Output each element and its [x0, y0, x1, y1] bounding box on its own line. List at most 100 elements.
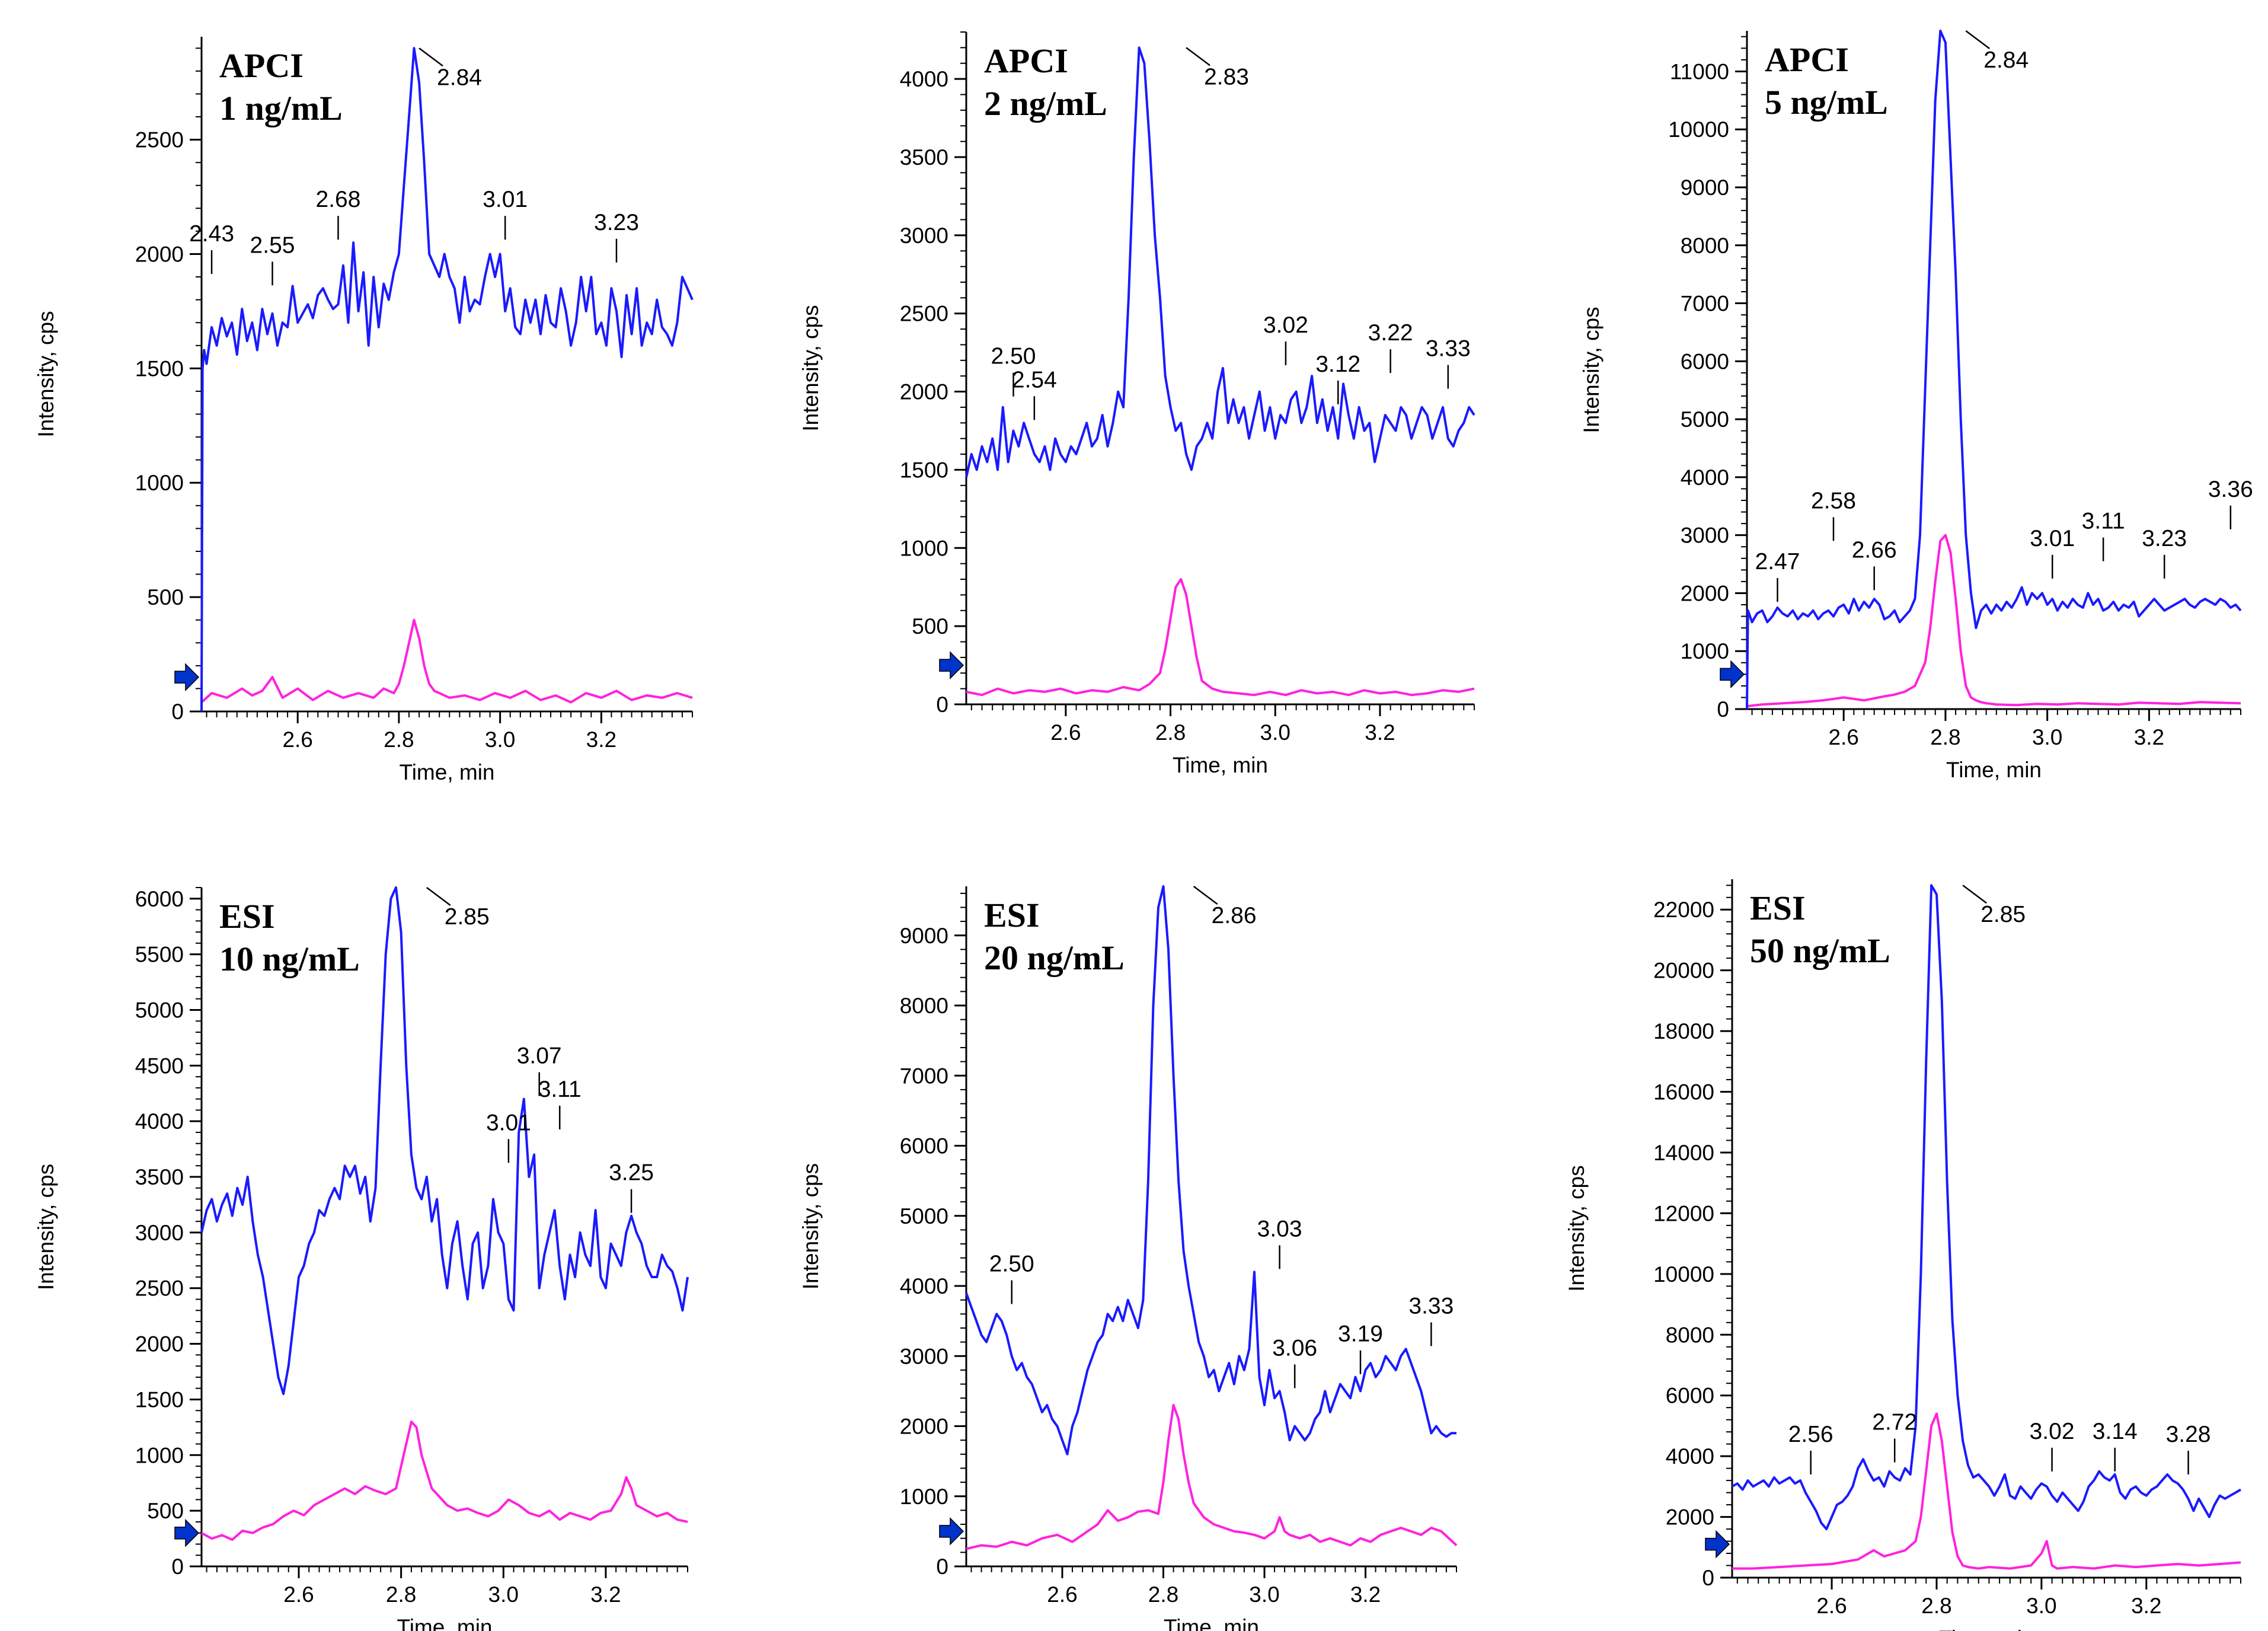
y-tick-label: 1500: [135, 356, 184, 381]
panel-title-line: ESI: [219, 897, 275, 936]
peak-label: 2.58: [1811, 488, 1856, 513]
peak-label: 2.56: [1788, 1422, 1833, 1447]
y-tick-label: 4000: [900, 1274, 948, 1298]
y-tick-label: 3500: [135, 1165, 184, 1189]
x-tick-label: 2.8: [384, 727, 414, 752]
peak-label: 2.68: [316, 187, 361, 212]
panel-title-line: 50 ng/mL: [1750, 931, 1890, 970]
peak-label: 2.83: [1204, 64, 1249, 90]
y-tick-label: 3000: [135, 1221, 184, 1245]
x-tick-label: 3.0: [1249, 1582, 1279, 1607]
y-tick-label: 8000: [1681, 234, 1729, 258]
x-tick-label: 2.8: [1148, 1582, 1178, 1607]
baseline-arrow-icon: [1720, 660, 1745, 689]
peak-label: 3.01: [483, 187, 528, 212]
y-axis-title: Intensity, cps: [798, 1163, 823, 1290]
peak-label-leader: [1962, 885, 1987, 904]
baseline-arrow-icon: [174, 663, 200, 691]
x-axis-title: Time, min: [1173, 753, 1268, 777]
x-tick-label: 3.0: [2032, 725, 2062, 749]
x-tick-label: 2.6: [1047, 1582, 1077, 1607]
panel-title-line: ESI: [984, 896, 1040, 934]
y-tick-label: 1000: [1681, 639, 1729, 663]
peak-label: 2.50: [989, 1251, 1034, 1276]
chart-panel-4: 0 500 1000 1500 2000 2500 3000 3500 4000 4500 5000…: [34, 886, 689, 1631]
peak-label: 3.23: [2142, 526, 2187, 551]
series-line-primary: [965, 46, 1475, 478]
peak-label-leader: [419, 47, 443, 67]
y-tick-label: 7000: [1681, 292, 1729, 316]
series-line-primary: [1731, 884, 2242, 1531]
y-axis-title: Intensity, cps: [1564, 1165, 1589, 1291]
peak-label: 3.06: [1272, 1335, 1317, 1361]
peak-label: 3.19: [1338, 1322, 1383, 1347]
x-tick-label: 3.0: [485, 727, 515, 752]
y-tick-label: 6000: [1666, 1384, 1714, 1408]
peak-label: 3.23: [594, 210, 639, 235]
series-line-secondary: [966, 578, 1475, 697]
y-tick-label: 4000: [1681, 465, 1729, 490]
y-tick-label: 6000: [1681, 349, 1729, 374]
y-tick-label: 2500: [135, 128, 184, 152]
y-axis-title: Intensity, cps: [798, 305, 823, 431]
peak-label: 3.02: [2030, 1419, 2075, 1444]
x-tick-label: 3.2: [590, 1582, 621, 1607]
peak-label: 3.02: [1263, 312, 1308, 338]
baseline-arrow-icon: [939, 651, 964, 679]
x-tick-label: 3.2: [2134, 725, 2164, 749]
y-tick-label: 3000: [900, 224, 948, 248]
panel-title-line: 10 ng/mL: [219, 940, 360, 978]
series-line-primary: [965, 885, 1456, 1456]
x-tick-label: 2.6: [282, 727, 312, 752]
y-tick-label: 2500: [900, 302, 948, 326]
peak-label: 2.55: [250, 232, 295, 258]
x-axis-title: Time, min: [399, 760, 494, 784]
y-tick-label: 10000: [1668, 117, 1729, 142]
y-tick-label: 3000: [900, 1344, 948, 1368]
peak-label: 3.25: [609, 1160, 654, 1186]
chart-panel-2: 0 500 1000 1500 2000 2500 3000 3500 4000 2.6 2.8 3.…: [798, 31, 1475, 777]
y-tick-label: 7000: [900, 1064, 948, 1088]
peak-label: 2.66: [1852, 537, 1897, 563]
series-line-secondary: [201, 1421, 688, 1541]
y-tick-label: 2000: [1681, 581, 1729, 605]
peak-label: 2.50: [991, 344, 1036, 369]
peak-label: 3.33: [1408, 1293, 1454, 1319]
baseline-arrow-icon: [939, 1517, 964, 1546]
y-tick-label: 1000: [900, 1485, 948, 1509]
x-tick-label: 3.0: [488, 1582, 519, 1607]
x-tick-label: 2.8: [1930, 725, 1960, 749]
panel-title-line: 20 ng/mL: [984, 939, 1125, 977]
y-tick-label: 1500: [135, 1387, 184, 1412]
x-axis-title: Time, min: [1938, 1626, 2034, 1631]
x-tick-label: 2.8: [1921, 1594, 1951, 1618]
y-tick-label: 0: [936, 692, 948, 717]
y-tick-label: 6000: [900, 1134, 948, 1158]
peak-label: 3.22: [1368, 320, 1413, 346]
x-tick-label: 2.6: [1828, 725, 1858, 749]
baseline-arrow-icon: [174, 1518, 200, 1547]
x-tick-label: 3.2: [1365, 720, 1395, 745]
x-tick-label: 3.0: [1260, 720, 1290, 745]
y-tick-label: 0: [1717, 697, 1729, 722]
y-tick-label: 3500: [900, 145, 948, 170]
y-tick-label: 500: [147, 585, 184, 609]
y-tick-label: 16000: [1653, 1080, 1714, 1105]
y-tick-label: 12000: [1653, 1201, 1714, 1225]
peak-label: 3.01: [2030, 526, 2075, 551]
panel-title-line: 1 ng/mL: [219, 89, 343, 127]
y-tick-label: 4000: [900, 67, 948, 91]
x-tick-label: 2.6: [1050, 720, 1081, 745]
series-line-primary: [200, 886, 689, 1396]
panel-title-line: APCI: [219, 46, 304, 85]
y-tick-label: 2000: [135, 1332, 184, 1356]
series-line-secondary: [1732, 1412, 2241, 1570]
y-tick-label: 6000: [135, 887, 184, 911]
x-tick-label: 2.6: [283, 1582, 314, 1607]
y-tick-label: 9000: [1681, 175, 1729, 200]
y-tick-label: 5000: [1681, 407, 1729, 432]
peak-label: 3.11: [2082, 509, 2125, 534]
y-tick-label: 0: [936, 1555, 948, 1579]
chart-panel-3: 0 1000 2000 3000 4000 5000 6000 7000 8000 9000 100…: [1579, 30, 2253, 782]
